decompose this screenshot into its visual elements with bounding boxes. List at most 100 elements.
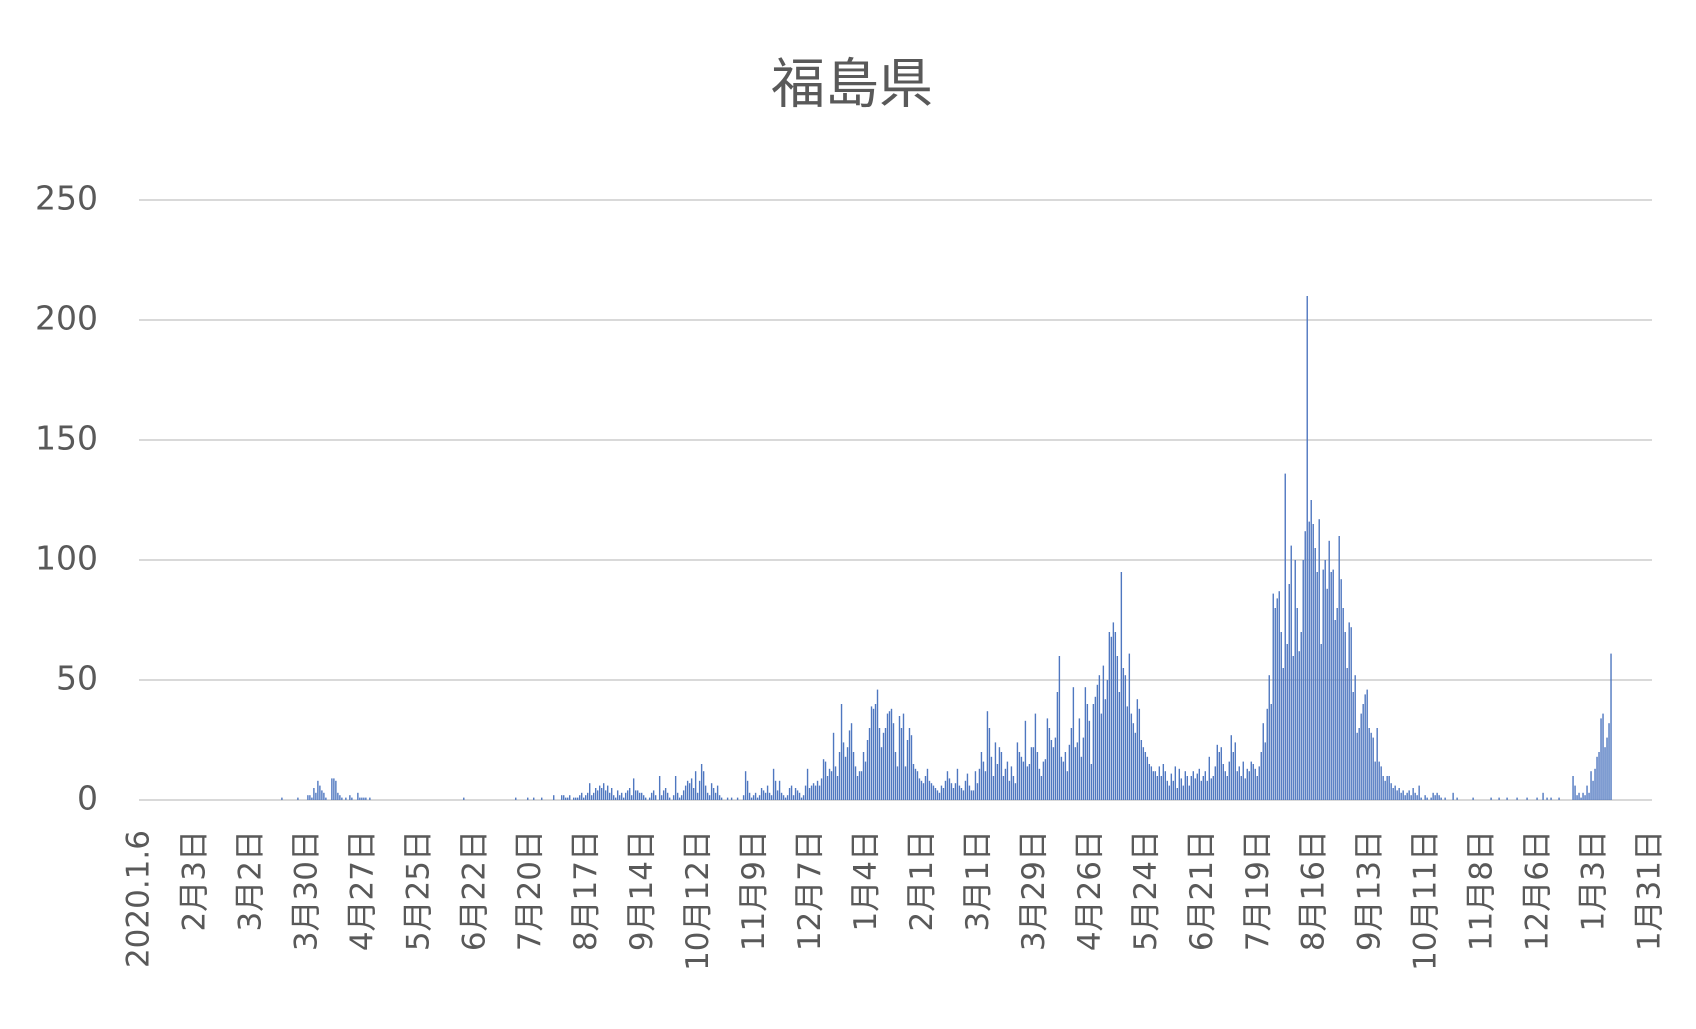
bar bbox=[624, 792, 627, 800]
bar bbox=[956, 768, 959, 800]
bar bbox=[658, 776, 661, 800]
bar bbox=[812, 783, 815, 800]
bar bbox=[944, 780, 947, 800]
bar bbox=[818, 785, 821, 800]
bar bbox=[1320, 644, 1322, 800]
bar bbox=[1148, 764, 1151, 800]
bar bbox=[1252, 764, 1254, 800]
bar bbox=[608, 792, 611, 800]
bar bbox=[351, 797, 353, 800]
bar bbox=[690, 778, 693, 800]
bar bbox=[1198, 768, 1200, 800]
bar bbox=[798, 792, 801, 800]
bar bbox=[1224, 771, 1226, 800]
x-tick-label: 12月7日 bbox=[792, 830, 828, 951]
bar bbox=[792, 795, 795, 800]
bar bbox=[1060, 756, 1063, 800]
bar bbox=[720, 797, 723, 800]
bar bbox=[1014, 783, 1017, 800]
bar bbox=[888, 711, 891, 800]
bar bbox=[1064, 752, 1067, 800]
bar bbox=[922, 783, 925, 800]
bar bbox=[1090, 764, 1093, 800]
bar bbox=[1430, 797, 1432, 800]
bar bbox=[1456, 797, 1458, 800]
bar bbox=[746, 780, 749, 800]
bar bbox=[842, 742, 845, 800]
bar bbox=[950, 783, 953, 800]
bar bbox=[533, 797, 535, 800]
bar bbox=[988, 728, 991, 800]
bar bbox=[1610, 653, 1612, 800]
bar bbox=[1592, 780, 1594, 800]
bar bbox=[1362, 704, 1364, 800]
bar bbox=[640, 792, 643, 800]
bar bbox=[1326, 588, 1328, 800]
bar bbox=[974, 771, 977, 800]
bar bbox=[1354, 675, 1356, 800]
bar bbox=[970, 790, 973, 800]
bar bbox=[515, 797, 517, 800]
bar bbox=[1040, 776, 1043, 800]
bar bbox=[1282, 668, 1284, 800]
grid bbox=[139, 199, 1652, 801]
chart-title: 福島県 bbox=[771, 53, 933, 116]
bar bbox=[882, 732, 885, 800]
bar bbox=[1406, 792, 1408, 800]
bar bbox=[938, 792, 941, 800]
bar bbox=[1378, 761, 1380, 800]
bar bbox=[1068, 744, 1071, 800]
bar bbox=[1074, 747, 1077, 800]
bar bbox=[1332, 569, 1334, 800]
bar bbox=[852, 752, 855, 800]
bar bbox=[1114, 632, 1117, 800]
bar bbox=[942, 788, 945, 800]
bar bbox=[1414, 792, 1416, 800]
bar bbox=[874, 704, 877, 800]
bar bbox=[1388, 776, 1390, 800]
bar bbox=[1298, 651, 1300, 800]
bar bbox=[612, 795, 615, 800]
bar bbox=[315, 792, 317, 800]
bar bbox=[788, 788, 791, 800]
bar bbox=[1348, 622, 1350, 800]
bar bbox=[866, 740, 869, 800]
bar bbox=[650, 792, 653, 800]
bar bbox=[1380, 766, 1382, 800]
bar bbox=[834, 766, 837, 800]
y-tick-label: 50 bbox=[56, 659, 98, 698]
bar bbox=[710, 783, 713, 800]
bar bbox=[972, 790, 975, 800]
bar bbox=[309, 795, 311, 800]
bar bbox=[1142, 747, 1145, 800]
x-tick-label: 3月1日 bbox=[960, 830, 996, 931]
bar bbox=[583, 797, 585, 800]
bar bbox=[281, 797, 283, 800]
bar bbox=[1384, 780, 1386, 800]
bar bbox=[1112, 622, 1115, 800]
bar bbox=[1044, 759, 1047, 800]
bar bbox=[696, 792, 699, 800]
bar bbox=[990, 756, 993, 800]
bar bbox=[591, 795, 593, 800]
bar bbox=[796, 790, 799, 800]
bar bbox=[1080, 756, 1083, 800]
y-tick-label: 100 bbox=[35, 539, 98, 578]
bar bbox=[1072, 687, 1075, 800]
bar bbox=[335, 780, 337, 800]
bar bbox=[1240, 776, 1242, 800]
bar bbox=[1122, 668, 1125, 800]
bar bbox=[844, 756, 847, 800]
bar bbox=[678, 797, 681, 800]
y-tick-label: 250 bbox=[35, 179, 98, 218]
bar bbox=[1226, 776, 1228, 800]
bar bbox=[664, 788, 667, 800]
bar bbox=[870, 706, 873, 800]
bar bbox=[1200, 780, 1202, 800]
bar bbox=[1120, 572, 1123, 800]
x-tick-label: 3月2日 bbox=[232, 830, 268, 931]
x-tick-label: 7月19日 bbox=[1240, 830, 1276, 951]
bar bbox=[994, 742, 997, 800]
bar bbox=[1228, 761, 1230, 800]
